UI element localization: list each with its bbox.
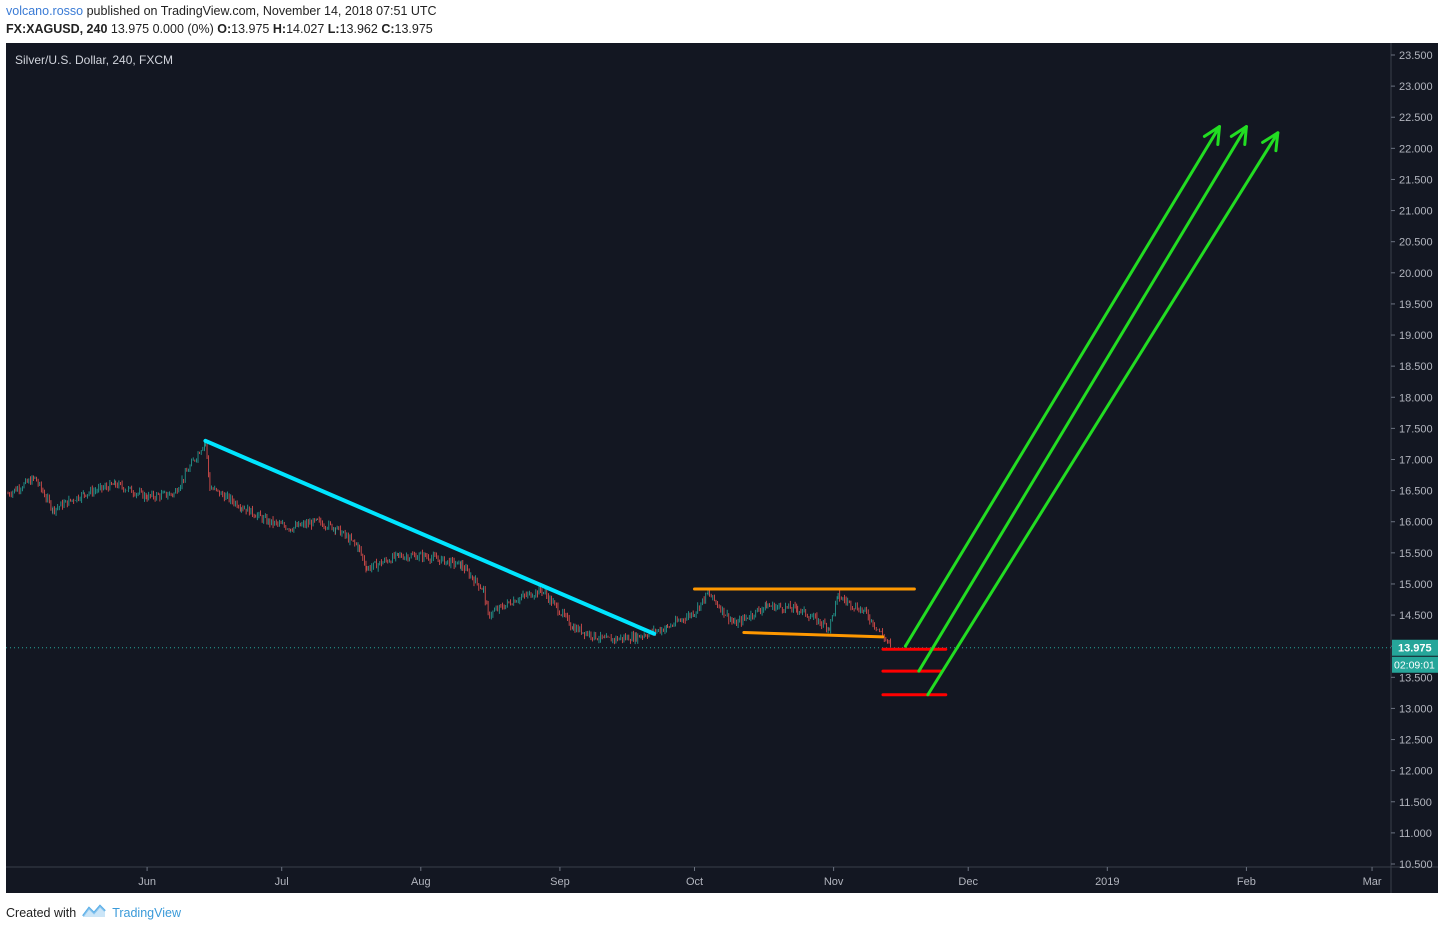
y-tick-label: 23.500 bbox=[1399, 50, 1433, 62]
y-tick-label: 22.500 bbox=[1399, 112, 1433, 124]
y-tick-label: 20.000 bbox=[1399, 268, 1433, 280]
open-label: O: bbox=[217, 22, 232, 36]
y-tick-label: 21.000 bbox=[1399, 206, 1433, 218]
last-price: 13.975 0.000 (0%) bbox=[110, 22, 214, 36]
created-with-text: Created with bbox=[6, 905, 77, 920]
publish-line: volcano.rosso published on TradingView.c… bbox=[6, 3, 437, 20]
y-tick-label: 16.500 bbox=[1399, 486, 1433, 498]
chart-title: Silver/U.S. Dollar, 240, FXCM bbox=[15, 53, 173, 67]
y-tick-label: 13.000 bbox=[1399, 703, 1433, 715]
y-tick-label: 15.000 bbox=[1399, 579, 1433, 591]
tradingview-brand-link[interactable]: TradingView bbox=[112, 905, 181, 920]
projection-arrow bbox=[926, 131, 1280, 697]
y-tick-label: 21.500 bbox=[1399, 174, 1433, 186]
y-tick-label: 11.000 bbox=[1399, 828, 1432, 840]
footer: Created with TradingView bbox=[6, 904, 181, 921]
low-value: 13.962 bbox=[339, 22, 378, 36]
current-price-label: 13.975 bbox=[1398, 643, 1432, 655]
close-value: 13.975 bbox=[394, 22, 433, 36]
y-tick-label: 19.500 bbox=[1399, 299, 1433, 311]
projection-arrow bbox=[917, 125, 1248, 673]
y-tick-label: 15.500 bbox=[1399, 548, 1433, 560]
x-tick-label: Dec bbox=[958, 876, 978, 888]
y-tick-label: 23.000 bbox=[1399, 81, 1433, 93]
y-tick-label: 12.500 bbox=[1399, 735, 1433, 747]
projection-arrow bbox=[903, 125, 1221, 648]
countdown-tag bbox=[1392, 656, 1438, 673]
candles bbox=[7, 439, 892, 648]
open-value: 13.975 bbox=[231, 22, 270, 36]
y-tick-label: 14.500 bbox=[1399, 610, 1433, 622]
x-tick-label: Feb bbox=[1237, 876, 1256, 888]
y-tick-label: 10.500 bbox=[1399, 859, 1433, 871]
y-tick-label: 12.000 bbox=[1399, 766, 1433, 778]
ohlc-line: FX:XAGUSD, 240 13.975 0.000 (0%) O:13.97… bbox=[6, 21, 433, 38]
y-tick-label: 11.500 bbox=[1399, 797, 1432, 809]
y-tick-label: 19.000 bbox=[1399, 330, 1433, 342]
downtrend-line bbox=[203, 438, 657, 636]
low-label: L: bbox=[327, 22, 340, 36]
arrow-head bbox=[1202, 125, 1221, 146]
y-tick-label: 13.500 bbox=[1399, 672, 1433, 684]
x-tick-label: Aug bbox=[411, 876, 431, 888]
x-tick-label: Mar bbox=[1363, 876, 1382, 888]
tradingview-logo-icon bbox=[82, 904, 106, 921]
x-tick-label: Nov bbox=[824, 876, 844, 888]
arrow-head bbox=[1229, 125, 1248, 146]
high-value: 14.027 bbox=[286, 22, 325, 36]
y-tick-label: 18.000 bbox=[1399, 392, 1433, 404]
x-tick-label: Jun bbox=[138, 876, 156, 888]
y-tick-label: 18.500 bbox=[1399, 361, 1433, 373]
y-tick-label: 22.000 bbox=[1399, 143, 1433, 155]
y-tick-label: 20.500 bbox=[1399, 237, 1433, 249]
countdown-label: 02:09:01 bbox=[1394, 660, 1435, 672]
y-tick-label: 17.000 bbox=[1399, 455, 1433, 467]
arrow-head bbox=[1261, 131, 1280, 153]
x-tick-label: 2019 bbox=[1095, 876, 1119, 888]
x-tick-label: Oct bbox=[686, 876, 703, 888]
x-tick-label: Sep bbox=[550, 876, 570, 888]
close-label: C: bbox=[381, 22, 395, 36]
chart-panel[interactable]: 10.500 11.000 11.500 12.000 12.500 13.000 13.5… bbox=[6, 43, 1438, 893]
symbol-label: FX:XAGUSD, 240 bbox=[6, 22, 108, 36]
y-tick-label: 17.500 bbox=[1399, 423, 1433, 435]
published-text: published on TradingView.com, November 1… bbox=[86, 4, 437, 18]
high-label: H: bbox=[272, 22, 287, 36]
current-price-tag bbox=[1392, 639, 1438, 656]
author-link[interactable]: volcano.rosso bbox=[6, 4, 84, 18]
x-tick-label: Jul bbox=[275, 876, 289, 888]
channel-bottom-line bbox=[742, 631, 885, 639]
y-tick-label: 16.000 bbox=[1399, 517, 1433, 529]
price-chart[interactable]: 10.500 11.000 11.500 12.000 12.500 13.000 13.5… bbox=[6, 43, 1438, 893]
